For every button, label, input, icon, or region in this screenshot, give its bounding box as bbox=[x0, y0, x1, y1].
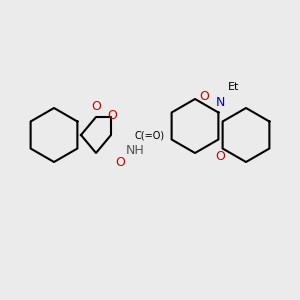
Text: Et: Et bbox=[228, 82, 240, 92]
Text: C(=O): C(=O) bbox=[135, 130, 165, 140]
Text: O: O bbox=[199, 89, 209, 103]
Text: N: N bbox=[216, 95, 225, 109]
Text: O: O bbox=[115, 155, 125, 169]
Text: O: O bbox=[91, 100, 101, 113]
Text: O: O bbox=[108, 109, 117, 122]
Text: O: O bbox=[216, 149, 225, 163]
Text: NH: NH bbox=[126, 143, 144, 157]
